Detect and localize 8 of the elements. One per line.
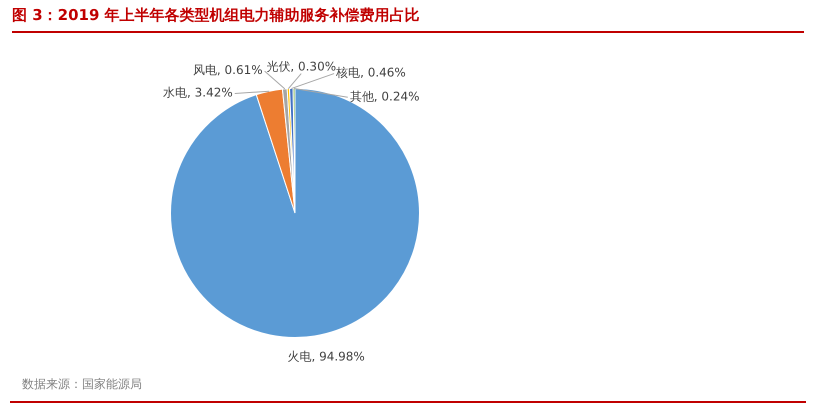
slice-label: 火电, 94.98% bbox=[287, 349, 365, 364]
source-note: 数据来源：国家能源局 bbox=[22, 376, 142, 393]
slice-label: 光伏, 0.30% bbox=[266, 60, 336, 74]
chart-title: 图 3：2019 年上半年各类型机组电力辅助服务补偿费用占比 bbox=[12, 6, 804, 33]
slice-label: 其他, 0.24% bbox=[350, 89, 420, 104]
slice-label: 风电, 0.61% bbox=[192, 63, 263, 78]
slice-label: 水电, 3.42% bbox=[163, 86, 233, 100]
slice-label: 核电, 0.46% bbox=[335, 66, 406, 80]
